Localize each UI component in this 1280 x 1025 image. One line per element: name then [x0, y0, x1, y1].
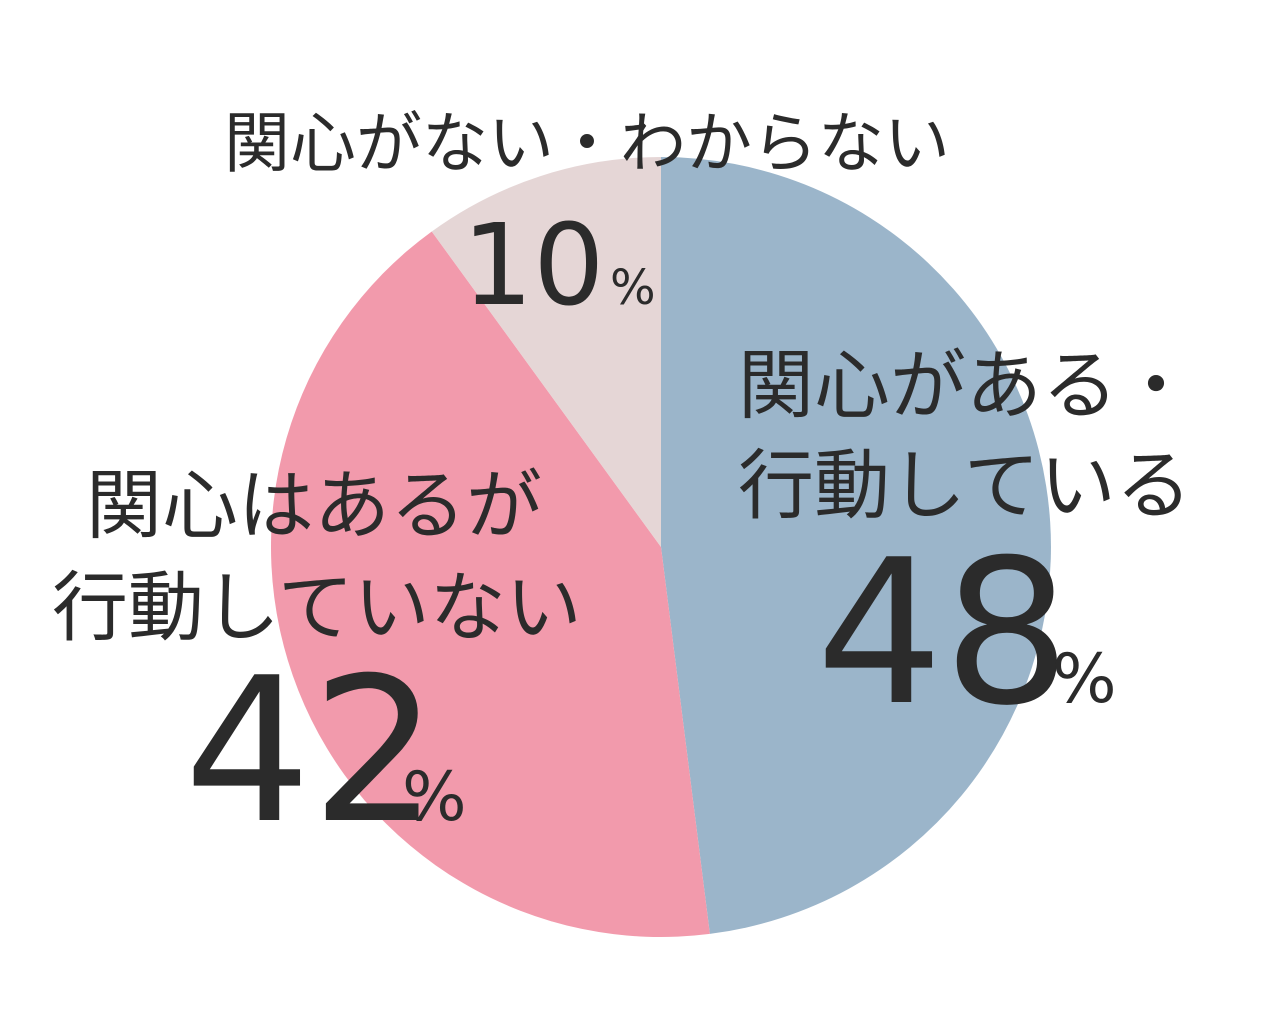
slice-1-value: 42: [184, 635, 439, 868]
slice-0-label-line-1: 関心がある・: [738, 341, 1194, 430]
slice-1-label-line-1: 関心はあるが: [86, 461, 542, 550]
pie-slice-1: [270, 231, 710, 937]
slice-0-label-line-2: 行動している: [738, 441, 1192, 530]
slice-0-value: 48: [816, 517, 1071, 750]
pie-slice-0: [661, 157, 1051, 934]
slice-1-unit: %: [402, 758, 467, 837]
slice-0-unit: %: [1052, 640, 1117, 719]
slice-value-1: 42 %: [184, 635, 467, 868]
slice-label-2: 関心がない・わからない: [224, 105, 950, 182]
slice-label-0: 関心がある・ 行動している: [738, 341, 1194, 530]
slice-2-unit: %: [610, 260, 656, 316]
pie-slice-2: [431, 157, 661, 547]
slice-2-value: 10: [462, 201, 605, 331]
slice-value-2: 10 %: [462, 201, 656, 331]
slice-label-1: 関心はあるが 行動していない: [52, 461, 582, 652]
slice-1-label-line-2: 行動していない: [52, 563, 582, 652]
pie-slices: [270, 157, 1051, 937]
slice-2-label-line-1: 関心がない・わからない: [224, 105, 950, 182]
slice-value-0: 48 %: [816, 517, 1117, 750]
